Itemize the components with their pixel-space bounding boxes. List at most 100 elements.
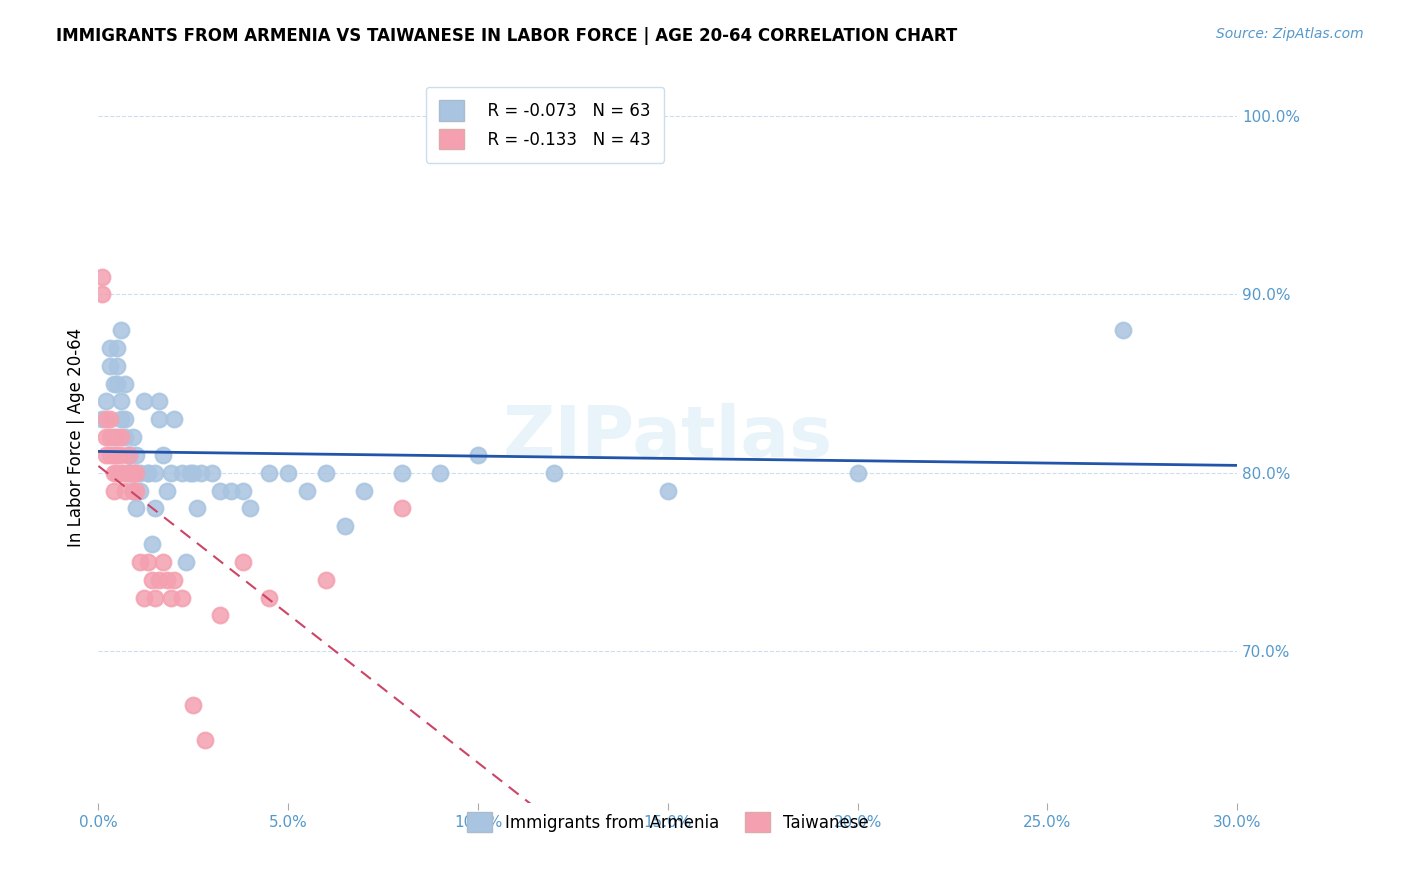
Point bbox=[121, 466, 143, 480]
Point bbox=[125, 466, 148, 480]
Point bbox=[156, 483, 179, 498]
Point bbox=[110, 412, 132, 426]
Point bbox=[125, 483, 148, 498]
Point bbox=[163, 412, 186, 426]
Point bbox=[98, 341, 121, 355]
Point bbox=[183, 466, 205, 480]
Point bbox=[118, 448, 141, 462]
Point bbox=[145, 466, 167, 480]
Point bbox=[98, 412, 121, 426]
Point bbox=[179, 466, 201, 480]
Point bbox=[110, 448, 132, 462]
Text: Source: ZipAtlas.com: Source: ZipAtlas.com bbox=[1216, 27, 1364, 41]
Point bbox=[91, 412, 114, 426]
Point bbox=[121, 483, 143, 498]
Point bbox=[103, 376, 125, 391]
Point bbox=[159, 466, 181, 480]
Point bbox=[103, 448, 125, 462]
Point bbox=[98, 448, 121, 462]
Point bbox=[91, 287, 114, 301]
Point bbox=[107, 341, 129, 355]
Point bbox=[170, 466, 193, 480]
Point bbox=[145, 501, 167, 516]
Point bbox=[121, 483, 143, 498]
Point bbox=[174, 555, 197, 569]
Point bbox=[94, 448, 117, 462]
Point bbox=[467, 448, 489, 462]
Point bbox=[98, 430, 121, 444]
Point bbox=[121, 466, 143, 480]
Point bbox=[1112, 323, 1135, 337]
Point bbox=[118, 448, 141, 462]
Point bbox=[391, 466, 413, 480]
Point bbox=[125, 466, 148, 480]
Point bbox=[846, 466, 869, 480]
Text: IMMIGRANTS FROM ARMENIA VS TAIWANESE IN LABOR FORCE | AGE 20-64 CORRELATION CHAR: IMMIGRANTS FROM ARMENIA VS TAIWANESE IN … bbox=[56, 27, 957, 45]
Point bbox=[239, 501, 262, 516]
Point bbox=[129, 555, 152, 569]
Point bbox=[194, 733, 217, 747]
Point bbox=[107, 376, 129, 391]
Point bbox=[132, 591, 155, 605]
Point bbox=[110, 323, 132, 337]
Point bbox=[391, 501, 413, 516]
Point bbox=[110, 394, 132, 409]
Point bbox=[277, 466, 299, 480]
Point bbox=[208, 608, 231, 623]
Point bbox=[107, 430, 129, 444]
Point bbox=[129, 466, 152, 480]
Point bbox=[94, 430, 117, 444]
Point bbox=[201, 466, 224, 480]
Point bbox=[159, 591, 181, 605]
Point bbox=[129, 483, 152, 498]
Point bbox=[94, 394, 117, 409]
Y-axis label: In Labor Force | Age 20-64: In Labor Force | Age 20-64 bbox=[66, 327, 84, 547]
Point bbox=[148, 573, 170, 587]
Point bbox=[103, 466, 125, 480]
Point bbox=[114, 376, 136, 391]
Point bbox=[315, 466, 337, 480]
Point bbox=[114, 430, 136, 444]
Point bbox=[110, 430, 132, 444]
Point bbox=[315, 573, 337, 587]
Point bbox=[297, 483, 319, 498]
Point bbox=[208, 483, 231, 498]
Point bbox=[221, 483, 243, 498]
Point bbox=[152, 555, 174, 569]
Point bbox=[98, 359, 121, 373]
Point bbox=[103, 430, 125, 444]
Point bbox=[125, 448, 148, 462]
Point bbox=[141, 537, 163, 551]
Point bbox=[107, 466, 129, 480]
Point bbox=[136, 466, 159, 480]
Point bbox=[152, 448, 174, 462]
Point bbox=[103, 483, 125, 498]
Point bbox=[132, 394, 155, 409]
Point bbox=[114, 466, 136, 480]
Point bbox=[657, 483, 679, 498]
Point bbox=[259, 466, 281, 480]
Point bbox=[259, 591, 281, 605]
Point bbox=[186, 501, 208, 516]
Point bbox=[163, 573, 186, 587]
Point bbox=[136, 466, 159, 480]
Point bbox=[118, 466, 141, 480]
Point bbox=[183, 698, 205, 712]
Point bbox=[170, 591, 193, 605]
Point bbox=[353, 483, 375, 498]
Point bbox=[232, 483, 254, 498]
Point bbox=[118, 466, 141, 480]
Point bbox=[141, 573, 163, 587]
Point bbox=[91, 269, 114, 284]
Point bbox=[114, 412, 136, 426]
Point bbox=[335, 519, 357, 533]
Point bbox=[148, 394, 170, 409]
Legend: Immigrants from Armenia, Taiwanese: Immigrants from Armenia, Taiwanese bbox=[454, 798, 882, 846]
Point bbox=[156, 573, 179, 587]
Point bbox=[125, 501, 148, 516]
Text: ZIPatlas: ZIPatlas bbox=[503, 402, 832, 472]
Point bbox=[232, 555, 254, 569]
Point bbox=[145, 591, 167, 605]
Point bbox=[190, 466, 212, 480]
Point bbox=[114, 483, 136, 498]
